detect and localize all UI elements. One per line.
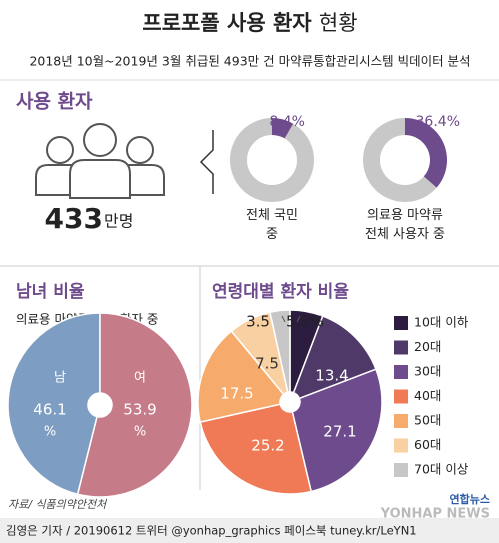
leader <box>296 315 301 323</box>
pie-slice <box>76 312 193 498</box>
legend-swatch <box>394 340 408 355</box>
count-unit: 만명 <box>104 212 133 231</box>
line-1: 의료용 마약류 <box>367 208 443 223</box>
pie-slice <box>269 309 291 394</box>
legend-swatch <box>394 414 408 428</box>
legend-label: 70대 이상 <box>414 462 469 477</box>
value-label: 13.4 <box>315 367 348 385</box>
legend-label: 60대 <box>414 437 441 452</box>
logo-en: YONHAP NEWS <box>380 507 490 522</box>
legend-swatch <box>394 463 408 477</box>
legend-label: 10대 이하 <box>414 315 469 330</box>
value-label: 7.5 <box>255 355 279 373</box>
donut-segment <box>405 118 447 188</box>
title-suffix: 현황 <box>319 11 358 35</box>
title: 프로포폴 사용 환자 현황 <box>142 11 357 35</box>
section-heading: 연령대별 환자 비율 <box>212 281 349 302</box>
unit-label: % <box>44 425 56 440</box>
legend-swatch <box>394 365 408 379</box>
line-1: 전체 국민 <box>246 208 298 223</box>
value-label: 27.1 <box>323 423 356 441</box>
donut-segment <box>272 118 294 139</box>
footer-bar <box>0 518 499 543</box>
section-heading: 남녀 비율 <box>16 282 85 302</box>
category-label: 여 <box>134 371 146 386</box>
section-heading: 사용 환자 <box>16 91 93 113</box>
legend-label: 20대 <box>414 339 441 354</box>
source: 자료/ 식품의약안전처 <box>8 498 108 511</box>
pie-slice <box>197 330 285 423</box>
people-icon <box>35 123 165 199</box>
value-label: 53.9 <box>123 401 156 419</box>
line-2: 중 <box>266 227 278 242</box>
pie-slice <box>292 315 377 400</box>
pie-slice <box>199 403 313 495</box>
legend-label: 50대 <box>414 413 441 428</box>
value-label: 17.5 <box>220 385 253 403</box>
legend-label: 40대 <box>414 388 441 403</box>
legend-swatch <box>394 316 408 330</box>
pie-slice <box>291 368 383 493</box>
credit: 김영은 기자 / 20190612 트위터 @yonhap_graphics 페… <box>6 524 417 538</box>
donut-track <box>230 118 314 202</box>
value-label: 46.1 <box>33 401 66 419</box>
value-label: 5.8% <box>286 313 324 331</box>
value-label: 8.4% <box>269 114 305 130</box>
leader <box>281 315 286 323</box>
value-label: 25.2 <box>251 437 284 455</box>
patient-count: 433 <box>45 202 103 235</box>
line-2: 전체 사용자 중 <box>365 227 445 242</box>
logo: 연합뉴스 <box>450 492 490 506</box>
legend-swatch <box>394 389 408 404</box>
pie-slice <box>7 312 101 496</box>
category-label: 남 <box>54 371 66 386</box>
value-label: 3.5 <box>246 313 270 331</box>
subtitle: 2018년 10월~2019년 3월 취급된 493만 건 마약류통합관리시스템… <box>29 54 470 69</box>
unit-label: % <box>134 425 146 440</box>
legend-swatch <box>394 438 408 453</box>
bracket <box>199 130 214 194</box>
value-label: 36.4% <box>416 114 460 130</box>
legend-label: 30대 <box>414 364 441 379</box>
title-main: 프로포폴 사용 환자 <box>142 11 312 35</box>
